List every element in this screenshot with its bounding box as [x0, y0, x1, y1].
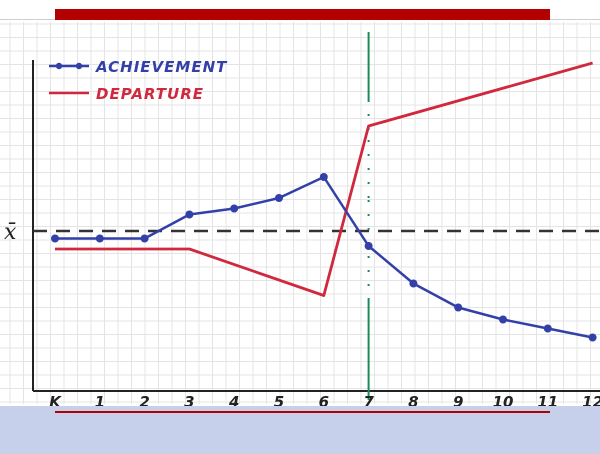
legend-achievement-marker: [55, 62, 63, 70]
series-line-achievement: [55, 175, 593, 339]
data-point-achievement-4: [230, 204, 239, 213]
series-line-departure: [55, 61, 593, 297]
data-point-achievement-3: [185, 210, 194, 219]
mean-label: x̄: [4, 220, 17, 245]
data-point-achievement-9: [454, 303, 463, 312]
x-tick-label: 9: [453, 393, 463, 411]
x-tick-label: 5: [274, 393, 284, 411]
series-layer: [51, 61, 597, 342]
legend-achievement-marker: [75, 62, 83, 70]
x-tick-label: 2: [139, 393, 149, 411]
data-point-achievement-K: [51, 234, 59, 243]
x-tick-label: 1: [95, 393, 105, 411]
grid: [0, 22, 600, 404]
x-tick-label: 7: [363, 393, 374, 411]
legend: ACHIEVEMENT DEPARTURE: [49, 58, 228, 103]
data-point-achievement-11: [543, 324, 552, 333]
data-point-achievement-12: [588, 333, 597, 342]
legend-label-departure: DEPARTURE: [96, 85, 204, 103]
data-point-achievement-7: [364, 242, 373, 250]
x-tick-label: 8: [408, 393, 418, 411]
title-bar: [55, 9, 550, 20]
data-point-achievement-5: [275, 194, 283, 202]
legend-item-departure: DEPARTURE: [49, 85, 204, 103]
legend-label-achievement: ACHIEVEMENT: [95, 58, 228, 76]
footer-underline: [55, 411, 550, 413]
axes: [32, 60, 600, 392]
data-point-achievement-8: [409, 279, 418, 288]
x-tick-label: 6: [319, 393, 329, 411]
mean-reference: x̄: [4, 220, 600, 245]
data-point-achievement-2: [140, 234, 149, 243]
data-point-achievement-6: [319, 173, 328, 181]
data-point-achievement-1: [95, 234, 104, 243]
data-point-achievement-10: [499, 315, 507, 324]
footer-band: [0, 406, 600, 454]
x-tick-label: 3: [184, 393, 194, 411]
x-tick-label: 4: [228, 393, 239, 411]
legend-item-achievement: ACHIEVEMENT: [49, 58, 228, 76]
